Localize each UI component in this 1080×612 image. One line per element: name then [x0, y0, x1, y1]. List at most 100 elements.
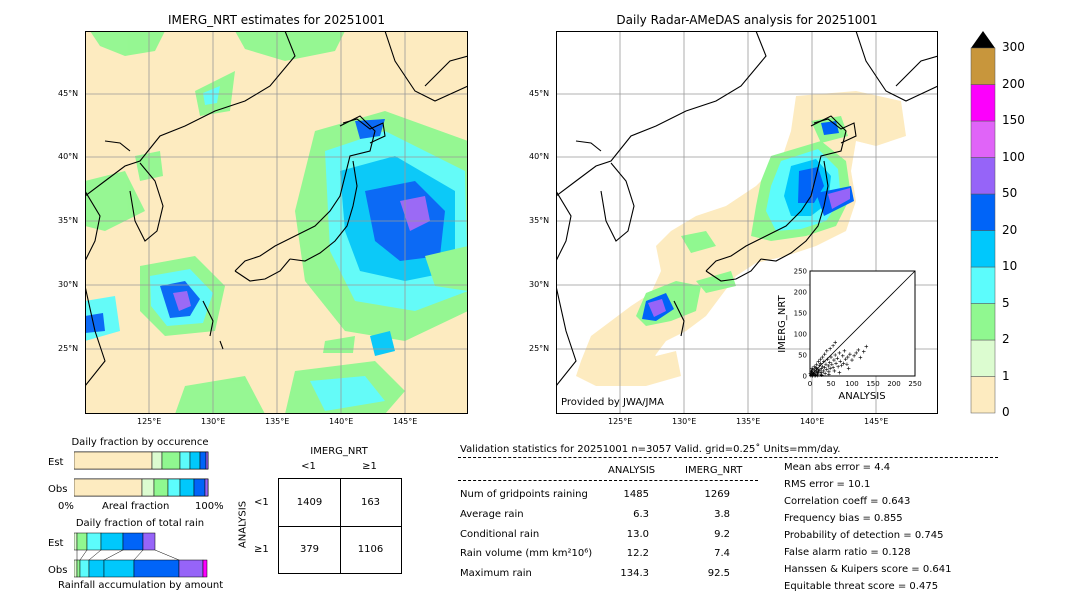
scatter-x-tick: 200	[887, 380, 900, 388]
left-lat-label: 35°N	[58, 216, 79, 225]
scatter-y-tick: 50	[798, 352, 807, 360]
scatter-point	[840, 354, 845, 358]
colorbar-label: 2	[1002, 332, 1010, 346]
scatter-point	[837, 351, 842, 355]
stats-row-imerg: 7.4	[714, 548, 730, 559]
stats-score: Correlation coeff = 0.643	[784, 496, 911, 507]
stats-col-imerg: IMERG_NRT	[685, 465, 743, 476]
scatter-point	[814, 362, 819, 367]
right-map-gridlines	[556, 31, 938, 414]
scatter-point	[811, 371, 816, 376]
scatter-point	[858, 355, 863, 360]
scatter-point	[816, 359, 821, 364]
scatter-x-tick: 50	[827, 380, 836, 388]
occurrence-axis-label: Areal fraction	[102, 501, 170, 512]
scatter-point	[846, 366, 851, 371]
occ-obs-segment	[74, 478, 143, 497]
stats-header-divider	[458, 457, 998, 458]
stats-row-imerg: 9.2	[714, 529, 730, 540]
colorbar-label: 20	[1002, 222, 1018, 237]
right-map-frame	[556, 31, 938, 414]
colorbar-box	[970, 47, 996, 85]
scatter-x-tick: 100	[845, 380, 858, 388]
scatter-point	[811, 372, 816, 376]
scatter-point	[810, 366, 814, 371]
right-lon-label: 125°E	[608, 417, 633, 426]
colorbar-extend-arrow	[971, 31, 995, 48]
colorbar-box	[970, 376, 996, 414]
scatter-point	[831, 343, 835, 348]
right-lon-label: 140°E	[800, 417, 825, 426]
scatter-point	[815, 373, 820, 378]
occ-obs-segment	[153, 478, 169, 497]
scatter-y-tick: 150	[794, 310, 807, 318]
contingency-cell: 1409	[296, 497, 323, 508]
right-lat-label: 25°N	[529, 344, 550, 353]
scatter-point	[825, 357, 830, 361]
left-lon-label: 125°E	[137, 417, 162, 426]
stats-row-analysis: 1485	[623, 489, 649, 500]
colorbar-label: 50	[1002, 186, 1018, 200]
scatter-point	[837, 370, 842, 375]
contingency-cell: 379	[299, 544, 320, 555]
scatter-point	[827, 360, 832, 365]
occ-obs-segment	[204, 478, 209, 497]
occurrence-est-label: Est	[48, 457, 64, 468]
occ-est-segment	[74, 451, 153, 470]
scatter-point	[832, 369, 837, 373]
scatter-point	[831, 365, 835, 370]
scatter-point	[822, 352, 827, 356]
scatter-point	[822, 359, 826, 364]
stats-row-imerg: 1269	[704, 489, 730, 500]
stats-row-label: Maximum rain	[460, 568, 532, 579]
scatter-point	[825, 367, 829, 372]
colorbar-box	[970, 339, 996, 377]
left-map-frame	[85, 31, 468, 414]
occurrence-bars	[74, 451, 209, 497]
stats-col-divider	[458, 480, 758, 481]
scatter-point	[814, 365, 818, 370]
scatter-point	[819, 372, 823, 377]
total-rain-obs-label: Obs	[48, 565, 68, 576]
stats-row-imerg: 92.5	[707, 568, 730, 579]
left-lon-label: 145°E	[393, 417, 418, 426]
scatter-point	[812, 368, 817, 372]
left-map	[85, 31, 468, 414]
stats-row-label: Rain volume (mm km²10⁶)	[460, 548, 593, 559]
scatter-point	[808, 371, 813, 376]
contingency-col-lt: <1	[301, 461, 316, 472]
colorbar-boxes	[970, 47, 996, 414]
scatter-point	[825, 349, 829, 353]
stats-score: False alarm ratio = 0.128	[784, 547, 911, 558]
right-lat-label: 35°N	[529, 216, 550, 225]
scatter-point	[841, 361, 846, 366]
colorbar-label: 5	[1002, 295, 1010, 310]
scatter-x-tick: 250	[908, 380, 921, 388]
right-lon-label: 135°E	[736, 417, 761, 426]
contingency-row-ge: ≥1	[254, 544, 269, 555]
colorbar-label: 10	[1002, 259, 1018, 273]
stats-header: Validation statistics for 20251001 n=305…	[460, 444, 841, 455]
colorbar-box	[970, 266, 996, 304]
colorbar-box	[970, 120, 996, 158]
scatter-point	[852, 354, 856, 358]
scatter-point	[809, 370, 814, 374]
occ-obs-segment	[167, 478, 181, 497]
right-lat-label: 45°N	[529, 89, 550, 98]
scatter-point	[819, 373, 824, 377]
colorbar-label: 100	[1002, 149, 1025, 164]
colorbar-box	[970, 157, 996, 195]
scatter-points	[808, 340, 869, 378]
total-rain-axis-label: Rainfall accumulation by amount	[58, 580, 224, 591]
stats-row-label: Num of gridpoints raining	[460, 489, 588, 500]
scatter-point	[818, 361, 823, 366]
left-lat-label: 25°N	[58, 344, 79, 353]
scatter-point	[817, 370, 821, 375]
scatter-point	[833, 340, 837, 345]
occurrence-axis-left: 0%	[58, 501, 74, 512]
contingency-row-lt: <1	[254, 497, 269, 508]
scatter-x-tick: 0	[808, 380, 812, 388]
data-credit: Provided by JWA/JMA	[561, 397, 664, 408]
scatter-point	[826, 364, 831, 368]
